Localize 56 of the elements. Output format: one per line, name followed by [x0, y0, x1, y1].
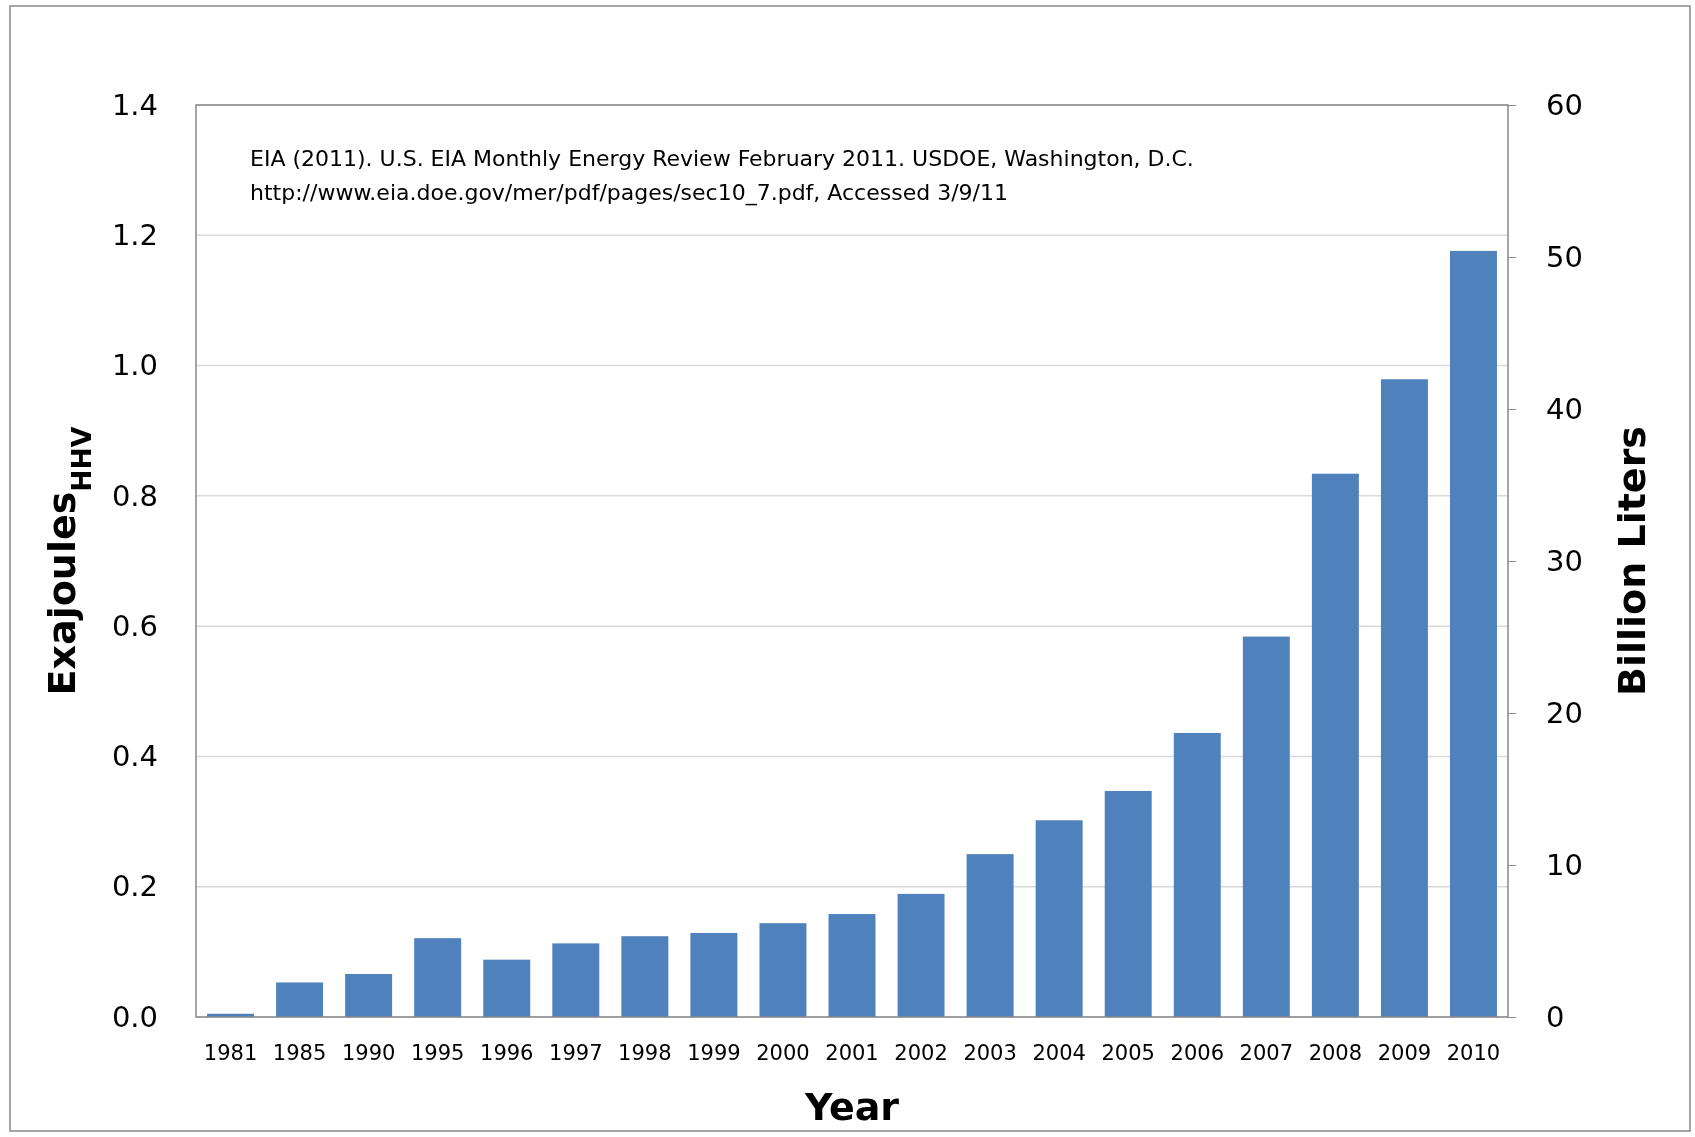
bar: [1104, 790, 1152, 1017]
bar: [1450, 250, 1497, 1017]
bar: [897, 893, 945, 1017]
bar: [1311, 473, 1359, 1017]
annotation: http://www.eia.doe.gov/mer/pdf/pages/sec10_7.pdf, Accessed 3/9/11: [250, 180, 1008, 206]
x-tick-label: 1996: [480, 1040, 534, 1065]
x-tick-label: 1990: [341, 1040, 396, 1065]
bar: [414, 938, 462, 1017]
y-tick-label: 1.0: [111, 348, 158, 383]
y-tick-label: 0.0: [111, 999, 158, 1034]
y-tick-label: 0.2: [111, 869, 158, 904]
x-tick-label: 2002: [894, 1040, 948, 1065]
y2-tick-label: 60: [1546, 87, 1583, 122]
x-tick-label: 2006: [1170, 1040, 1224, 1065]
x-tick-label: 2001: [825, 1040, 879, 1065]
bar: [1035, 820, 1083, 1017]
x-tick-label: 1997: [549, 1040, 603, 1065]
x-tick-label: 2010: [1446, 1040, 1501, 1065]
bar: [759, 923, 807, 1017]
x-tick-label: 2005: [1101, 1040, 1155, 1065]
bar: [690, 932, 738, 1017]
x-tick-label: 1998: [618, 1040, 672, 1065]
x-tick-label: 2008: [1308, 1040, 1363, 1065]
y2-tick-label: 40: [1546, 391, 1583, 426]
bar: [1242, 636, 1290, 1017]
bar: [345, 974, 393, 1017]
x-tick-label: 2009: [1377, 1040, 1432, 1065]
y-tick-label: 0.6: [111, 608, 158, 643]
x-tick-label: 1985: [272, 1040, 327, 1065]
x-tick-label: 1999: [687, 1040, 741, 1065]
bar: [966, 854, 1014, 1017]
y2-tick-label: 10: [1546, 847, 1583, 882]
bar: [621, 936, 669, 1017]
bar: [276, 982, 324, 1017]
bar: [828, 914, 876, 1017]
x-tick-label: 1995: [410, 1040, 465, 1065]
x-tick-label: 2003: [963, 1040, 1017, 1065]
y-tick-label: 0.8: [111, 478, 158, 513]
bar: [483, 959, 531, 1017]
y2-tick-label: 20: [1546, 695, 1583, 730]
y2-axis-title: Billion Liters: [1610, 426, 1654, 696]
y-tick-label: 1.4: [111, 87, 158, 122]
y-tick-label: 0.4: [111, 739, 158, 774]
bar: [552, 943, 600, 1017]
bar: [1173, 732, 1221, 1017]
x-tick-label: 2007: [1239, 1040, 1294, 1065]
x-tick-label: 2004: [1032, 1040, 1086, 1065]
y2-tick-label: 0: [1546, 999, 1565, 1034]
x-tick-label: 1981: [203, 1040, 258, 1065]
annotation: EIA (2011). U.S. EIA Monthly Energy Review February 2011. USDOE, Washington, D.C.: [250, 146, 1194, 171]
y2-tick-label: 50: [1546, 239, 1583, 274]
bar: [1380, 379, 1428, 1017]
y-tick-label: 1.2: [111, 218, 158, 253]
x-tick-label: 2000: [756, 1040, 810, 1065]
y2-tick-label: 30: [1546, 543, 1583, 578]
x-axis-title: Year: [803, 1085, 900, 1129]
